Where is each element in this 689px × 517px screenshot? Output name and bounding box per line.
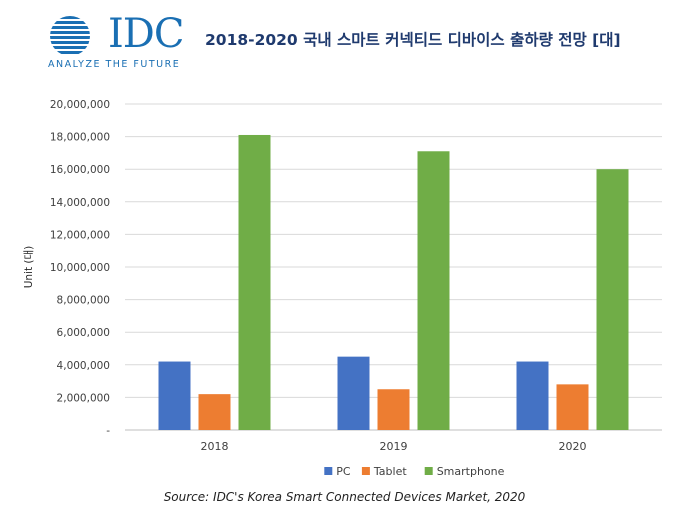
- x-tick-label: 2018: [201, 440, 229, 453]
- y-tick-label: 12,000,000: [50, 229, 110, 241]
- y-tick-label: 4,000,000: [57, 360, 110, 372]
- y-tick-label: 20,000,000: [50, 99, 110, 111]
- y-tick-label: 18,000,000: [50, 132, 110, 144]
- y-tick-label: 6,000,000: [57, 327, 110, 339]
- bar-pc-2019: [337, 356, 370, 430]
- bar-pc-2018: [158, 361, 191, 430]
- legend-label-tablet: Tablet: [373, 465, 407, 478]
- legend-swatch-tablet: [361, 467, 370, 475]
- header: IDC ANALYZE THE FUTURE 2018-2020 국내 스마트 …: [0, 0, 689, 78]
- y-tick-label: 14,000,000: [50, 197, 110, 209]
- y-tick-label: -: [106, 425, 110, 437]
- source-note: Source: IDC's Korea Smart Connected Devi…: [163, 490, 526, 504]
- y-tick-label: 16,000,000: [50, 164, 110, 176]
- bar-pc-2020: [516, 361, 549, 430]
- bar-tablet-2020: [556, 384, 589, 430]
- y-tick-label: 10,000,000: [50, 262, 110, 274]
- bar-chart: - 2,000,000 4,000,000 6,000,000 8,000,000 10,…: [23, 99, 662, 478]
- idc-logo: IDC ANALYZE THE FUTURE: [48, 11, 198, 70]
- bar-tablet-2018: [198, 394, 231, 430]
- y-axis-label: Unit (대): [23, 246, 35, 289]
- y-tick-label: 2,000,000: [57, 392, 110, 404]
- x-tick-label: 2020: [559, 440, 587, 453]
- legend-swatch-smartphone: [424, 467, 433, 475]
- bar-tablet-2019: [377, 389, 410, 430]
- bar-smartphone-2020: [596, 169, 629, 430]
- bar-smartphone-2019: [417, 151, 450, 430]
- x-tick-label: 2019: [380, 440, 408, 453]
- legend-label-smartphone: Smartphone: [437, 465, 505, 478]
- idc-logo-tagline: ANALYZE THE FUTURE: [48, 59, 181, 70]
- idc-globe-icon: [50, 16, 90, 54]
- idc-logo-text: IDC: [108, 11, 184, 57]
- chart-title: 2018-2020 국내 스마트 커넥티드 디바이스 출하량 전망 [대]: [205, 31, 621, 49]
- legend-label-pc: PC: [336, 465, 351, 478]
- bar-smartphone-2018: [238, 134, 271, 430]
- legend-swatch-pc: [324, 467, 333, 475]
- y-tick-label: 8,000,000: [57, 295, 110, 307]
